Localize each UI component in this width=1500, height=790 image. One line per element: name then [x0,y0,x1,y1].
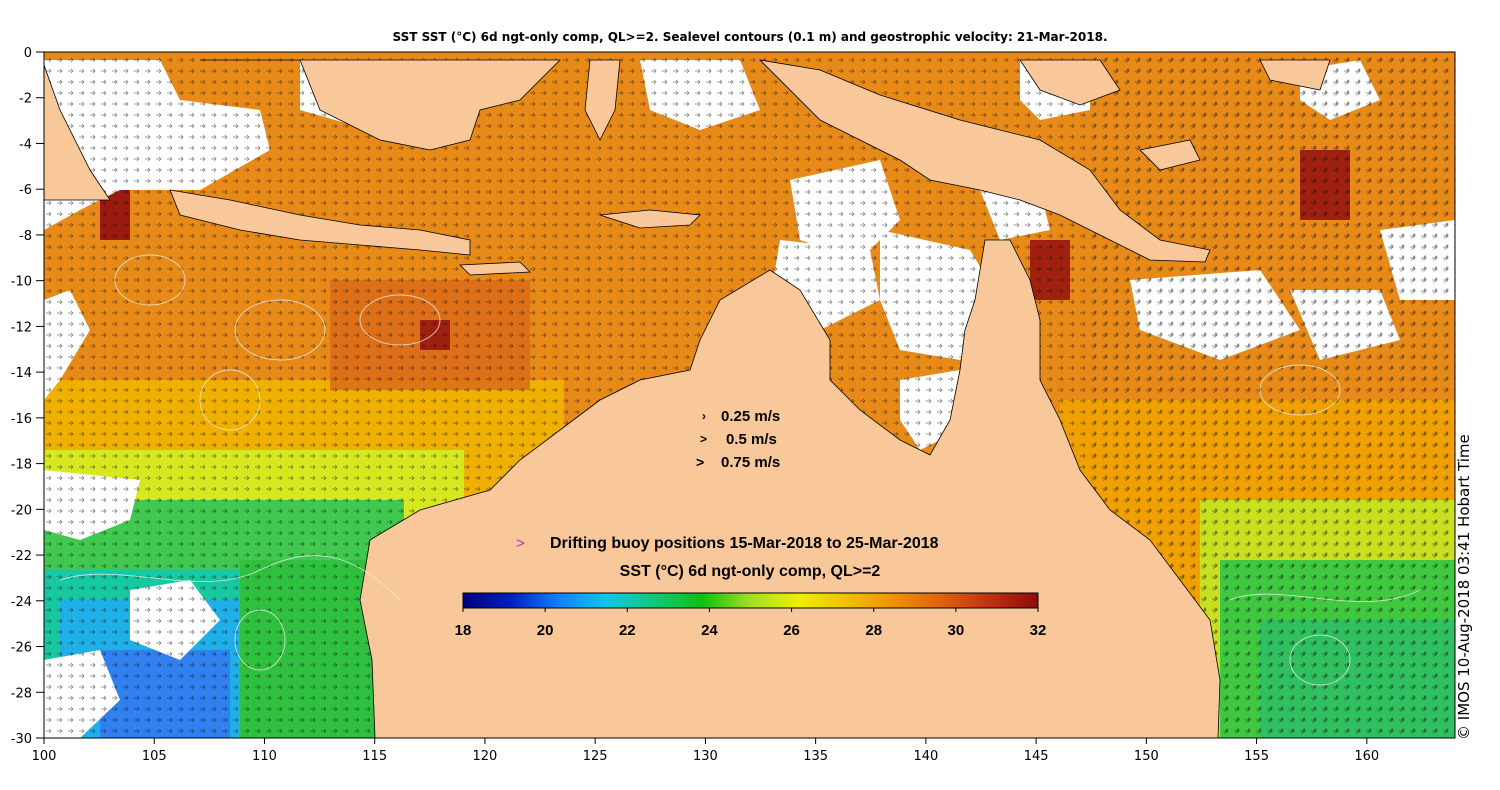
x-tick-label: 155 [1244,749,1269,764]
velocity-glyph-2: > [700,432,707,446]
velocity-glyph-3: > [696,454,704,470]
velocity-label-025: 0.25 m/s [721,408,780,425]
velocity-label-05: 0.5 m/s [726,431,777,448]
y-tick-label: -2 [19,92,32,107]
colorbar-title: SST (°C) 6d ngt-only comp, QL>=2 [620,563,881,580]
colorbar-tick-label: 32 [1030,622,1047,639]
colorbar-tick-label: 26 [783,622,800,639]
y-tick-label: -24 [11,595,32,610]
colorbar-tick-label: 22 [619,622,636,639]
x-tick-label: 145 [1024,749,1049,764]
colorbar-tick-label: 20 [537,622,554,639]
x-tick-label: 110 [252,749,277,764]
x-tick-label: 105 [142,749,167,764]
y-tick-label: -10 [11,275,32,290]
x-tick-label: 125 [583,749,608,764]
plot-frame [43,51,1456,739]
x-tick-label: 140 [913,749,938,764]
colorbar-tick-label: 18 [455,622,472,639]
x-tick-label: 130 [693,749,718,764]
y-tick-label: -6 [19,183,32,198]
y-tick-label: -18 [11,458,32,473]
x-axis: 100 105 110 115 120 125 130 135 140 145 150 155 160 [32,738,1379,764]
colorbar-tick-label: 24 [701,622,718,639]
colorbar-tick-label: 30 [948,622,965,639]
y-tick-label: -4 [19,137,32,152]
y-tick-label: -12 [11,320,32,335]
x-tick-label: 150 [1134,749,1159,764]
x-tick-label: 120 [473,749,498,764]
x-tick-label: 135 [803,749,828,764]
x-tick-label: 100 [32,749,57,764]
y-axis: 0 -2 -4 -6 -8 -10 -12 -14 -16 -18 -20 -22 -24 -26 -28 -… [11,46,44,747]
y-tick-label: 0 [24,46,32,61]
buoy-marker-icon: > [516,535,525,552]
colorbar-ticks: 18 20 22 24 26 28 30 32 [455,608,1047,639]
land-masses [44,59,1331,738]
y-tick-label: -26 [11,641,32,656]
velocity-scale-legend: › 0.25 m/s > 0.5 m/s > 0.75 m/s [696,408,780,471]
colorbar-tick-label: 28 [865,622,882,639]
buoy-legend: > Drifting buoy positions 15-Mar-2018 to… [516,535,939,552]
imos-credit: © IMOS 10-Aug-2018 03:41 Hobart Time [1455,434,1473,740]
sst-field [44,52,1455,738]
y-tick-label: -8 [19,229,32,244]
velocity-glyph-1: › [702,409,706,423]
velocity-label-075: 0.75 m/s [721,454,780,471]
y-tick-label: -20 [11,503,32,518]
sst-colorbar: SST (°C) 6d ngt-only comp, QL>=2 18 20 22 2… [455,563,1047,639]
y-tick-label: -14 [11,366,32,381]
colorbar-ramp [462,592,1039,609]
y-tick-label: -30 [11,732,32,747]
y-tick-label: -16 [11,412,32,427]
sealevel-contours [59,254,1421,686]
map-title: SST SST (°C) 6d ngt-only comp, QL>=2. Se… [392,30,1108,44]
buoy-legend-label: Drifting buoy positions 15-Mar-2018 to 2… [550,535,939,552]
y-tick-label: -28 [11,686,32,701]
x-tick-label: 115 [362,749,387,764]
x-tick-label: 160 [1354,749,1379,764]
y-tick-label: -22 [11,549,32,564]
